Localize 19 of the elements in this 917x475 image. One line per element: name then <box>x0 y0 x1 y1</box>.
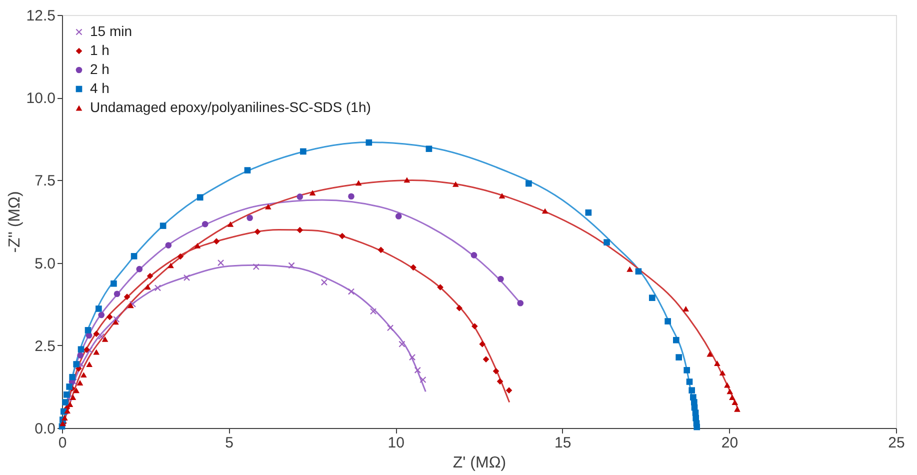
x-tick-label: 5 <box>225 434 234 452</box>
x-tick-label: 10 <box>388 434 404 452</box>
legend-label: Undamaged epoxy/polyanilines-SC-SDS (1h) <box>90 99 371 115</box>
x-tick-label: 20 <box>721 434 738 452</box>
legend-label: 1 h <box>90 42 110 58</box>
x-tick-label: 25 <box>888 434 905 452</box>
y-tick-label: 2.5 <box>34 338 56 355</box>
y-tick-label: 5.0 <box>34 255 56 272</box>
legend-label: 4 h <box>90 80 110 96</box>
x-tick-label: 0 <box>58 434 67 452</box>
y-tick-label: 0.0 <box>34 420 56 438</box>
y-tick-label: 10.0 <box>26 90 56 108</box>
legend-label: 2 h <box>90 61 110 77</box>
legend-label: 15 min <box>90 23 132 39</box>
x-axis-title: Z' (MΩ) <box>452 454 506 472</box>
y-axis-title: -Z'' (MΩ) <box>6 191 24 253</box>
x-tick-label: 15 <box>554 434 572 452</box>
y-tick-label: 7.5 <box>34 172 56 190</box>
y-tick-label: 12.5 <box>26 8 56 24</box>
